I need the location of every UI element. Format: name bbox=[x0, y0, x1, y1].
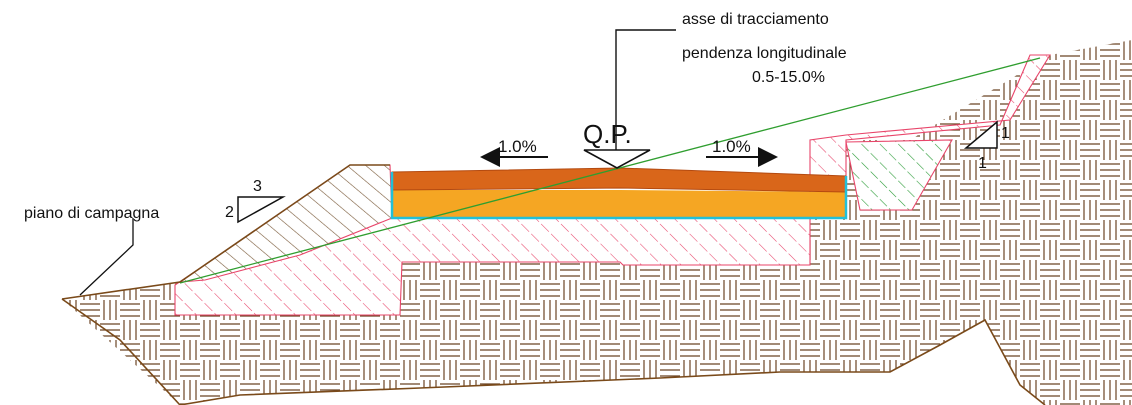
slope-left-vertical: 2 bbox=[225, 204, 234, 221]
axis-leader bbox=[615, 29, 676, 168]
ground-leader bbox=[79, 218, 134, 296]
road-base-layer bbox=[392, 190, 846, 218]
terrain-top-line-left bbox=[61, 164, 390, 300]
slope-range: 0.5-15.0% bbox=[752, 69, 825, 86]
road-top-layer bbox=[391, 167, 847, 193]
terrain-bottom-line bbox=[61, 298, 1046, 405]
ground-line bbox=[179, 57, 1041, 284]
slope-triangle-left-icon bbox=[237, 196, 286, 224]
axis-title: asse di tracciamento bbox=[682, 11, 829, 28]
slope-right-horizontal: 1 bbox=[978, 155, 987, 172]
slope-title: pendenza longitudinale bbox=[682, 45, 847, 62]
ground-label: piano di campagna bbox=[24, 205, 159, 222]
cut-zone bbox=[845, 139, 953, 211]
slope-triangle-right-icon bbox=[963, 120, 998, 149]
road-outline bbox=[390, 172, 848, 220]
slope-left-horizontal: 3 bbox=[253, 178, 262, 195]
cross-slope-left: 1.0% bbox=[498, 137, 537, 156]
qp-label: Q.P. bbox=[583, 119, 632, 149]
cross-slope-right: 1.0% bbox=[712, 137, 751, 156]
qp-marker-icon bbox=[583, 149, 651, 169]
slope-right-vertical: 1 bbox=[1001, 125, 1010, 142]
